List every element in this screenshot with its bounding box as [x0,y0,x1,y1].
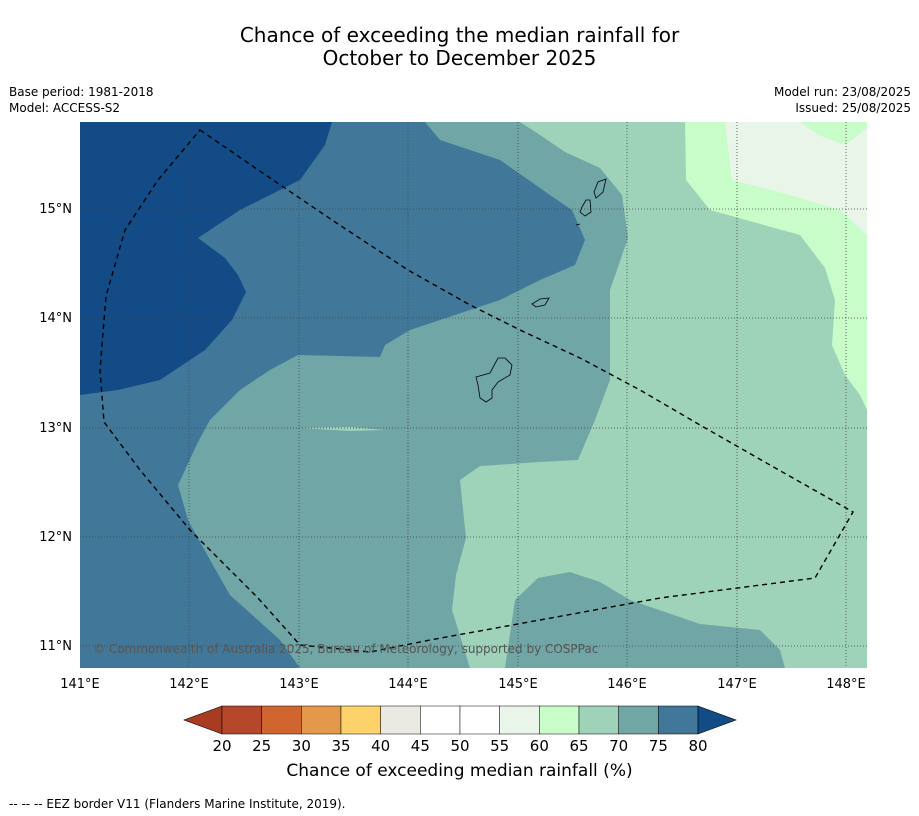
contour-65-70 [452,122,867,668]
colorbar-segment [221,705,262,735]
colorbar-segment [420,705,461,735]
colorbar-label: Chance of exceeding median rainfall (%) [286,761,633,781]
colorbar-tick: 45 [411,737,430,755]
lon-tick: 148°E [826,677,866,692]
colorbar-ticks: 20 25 30 35 40 45 50 55 60 65 70 75 80 [212,737,707,755]
colorbar-tick: 80 [688,737,707,755]
contour-70-75-south [505,572,785,668]
meta-right: Model run: 23/08/2025 Issued: 25/08/2025 [774,84,911,116]
colorbar-tick: 20 [212,737,231,755]
colorbar-tick: 65 [569,737,588,755]
eez-legend-text: -- -- -- EEZ border V11 (Flanders Marine… [9,797,346,811]
colorbar-segment [539,705,580,735]
contour-sliver [300,427,385,431]
island-tinian [579,199,592,217]
lon-tick: 144°E [388,677,428,692]
colorbar-segments [221,705,699,735]
map-area [80,122,867,668]
colorbar-over-arrow [697,705,737,735]
colorbar-tick: 30 [292,737,311,755]
meta-left: Base period: 1981-2018 Model: ACCESS-S2 [9,84,154,116]
eez-border [99,129,854,653]
lon-tick: 142°E [169,677,209,692]
colorbar-tick: 75 [649,737,668,755]
lat-tick: 12°N [39,530,72,545]
colorbar-segment [658,705,699,735]
gridlines [80,122,867,668]
islands [475,178,607,403]
colorbar-tick: 55 [490,737,509,755]
issued-date: Issued: 25/08/2025 [795,101,911,115]
copyright-text: © Commonwealth of Australia 2025, Bureau… [93,642,598,656]
colorbar-under-arrow [183,705,223,735]
colorbar-tick: 60 [530,737,549,755]
lon-axis: 141°E 142°E 143°E 144°E 145°E 146°E 147°… [60,677,866,692]
contour-above-80 [80,122,332,395]
colorbar-tick: 25 [252,737,271,755]
island-rota [531,297,550,308]
colorbar-segment [618,705,659,735]
colorbar-tick: 70 [609,737,628,755]
lat-tick: 15°N [39,202,72,217]
colorbar-tick: 35 [331,737,350,755]
colorbar-segment [499,705,540,735]
colorbar-segment [459,705,500,735]
model-run: Model run: 23/08/2025 [773,85,911,99]
chart-title-line-2: October to December 2025 [322,46,597,70]
lon-tick: 141°E [60,677,100,692]
lon-tick: 145°E [498,677,538,692]
lat-tick: 13°N [39,421,72,436]
island-guam [475,357,513,403]
colorbar: 20 25 30 35 40 45 50 55 60 65 70 75 80 [183,705,737,755]
lon-tick: 143°E [279,677,319,692]
colorbar-segment [380,705,421,735]
lat-tick: 14°N [39,311,72,326]
base-period: Base period: 1981-2018 [9,85,154,99]
lon-tick: 146°E [607,677,647,692]
colorbar-segment [578,705,619,735]
colorbar-tick: 40 [371,737,390,755]
colorbar-segment [261,705,302,735]
contour-55-60 [725,122,867,235]
colorbar-tick: 50 [450,737,469,755]
lat-tick: 11°N [39,639,72,654]
lat-axis: 15°N 14°N 13°N 12°N 11°N [39,202,72,654]
chart-title-line-1: Chance of exceeding the median rainfall … [239,23,680,47]
lon-tick: 147°E [717,677,757,692]
island-saipan [593,178,607,199]
colorbar-segment [301,705,342,735]
colorbar-segment [340,705,381,735]
model-name: Model: ACCESS-S2 [9,101,121,115]
island-aguijan [575,223,581,226]
